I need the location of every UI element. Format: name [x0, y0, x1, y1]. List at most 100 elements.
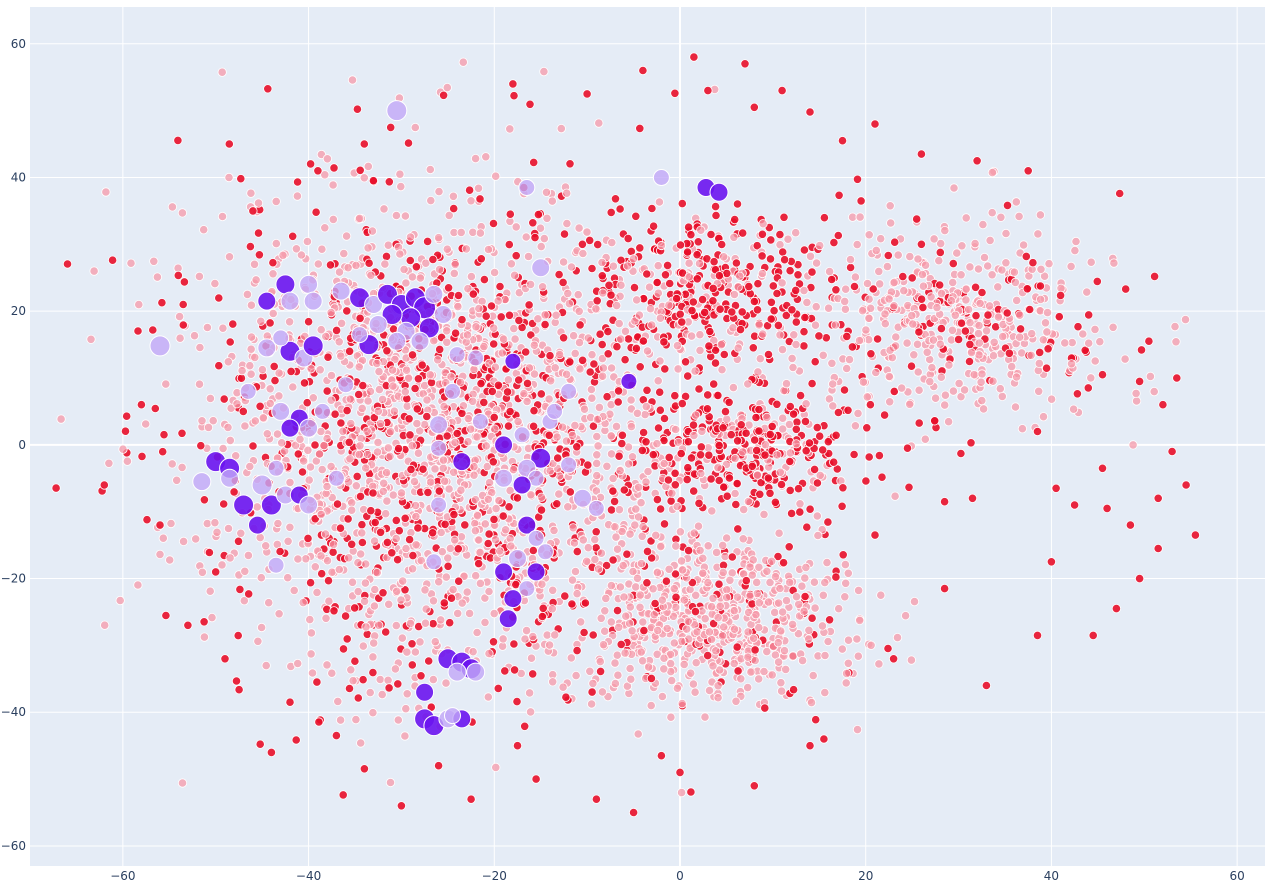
data-point	[1027, 329, 1037, 339]
data-point	[343, 263, 353, 273]
data-point	[500, 525, 511, 535]
data-point	[805, 504, 815, 514]
data-point	[325, 260, 336, 270]
data-point	[503, 375, 513, 385]
data-point	[673, 364, 683, 374]
data-point	[814, 331, 824, 341]
data-point	[299, 378, 310, 388]
data-point	[647, 320, 657, 330]
data-point	[401, 365, 412, 375]
data-point	[1015, 332, 1025, 342]
data-point	[502, 387, 513, 397]
data-point	[874, 450, 885, 461]
data-point	[548, 585, 558, 595]
data-point	[1034, 386, 1044, 396]
data-point	[632, 295, 642, 305]
data-point	[509, 91, 519, 101]
outlier-point	[248, 206, 258, 216]
data-point	[876, 234, 886, 244]
data-point	[256, 573, 266, 583]
data-point	[428, 674, 438, 685]
data-point	[853, 408, 863, 418]
data-point	[855, 212, 865, 222]
data-point	[871, 367, 881, 378]
data-point	[437, 547, 447, 557]
data-point	[726, 430, 736, 440]
data-point	[653, 261, 663, 271]
data-point	[464, 185, 475, 195]
data-point	[738, 447, 748, 457]
data-point	[328, 547, 338, 557]
data-point	[341, 231, 352, 241]
highlight-point	[560, 456, 578, 474]
data-point	[765, 488, 775, 498]
data-point	[807, 613, 817, 623]
data-point	[709, 257, 719, 267]
data-point	[248, 441, 258, 451]
data-point	[606, 431, 616, 441]
data-point	[770, 607, 780, 618]
data-point	[570, 566, 581, 577]
data-point	[659, 664, 669, 674]
data-point	[810, 603, 820, 613]
data-point	[453, 301, 463, 312]
data-point	[702, 404, 713, 414]
data-point	[828, 379, 838, 389]
outlier-point	[856, 196, 866, 206]
data-point	[428, 619, 438, 629]
highlight-point	[452, 452, 472, 472]
data-point	[256, 622, 267, 633]
data-point	[363, 396, 373, 406]
data-point	[886, 218, 896, 228]
grid	[30, 7, 1265, 866]
data-point	[411, 540, 421, 550]
data-point	[368, 667, 378, 678]
outlier-point	[656, 751, 667, 761]
data-point	[799, 327, 809, 337]
data-point	[727, 307, 737, 317]
data-point	[336, 351, 346, 361]
data-point	[344, 683, 355, 694]
data-point	[987, 208, 997, 218]
data-point	[908, 319, 918, 329]
data-point	[415, 637, 425, 647]
data-point	[616, 334, 626, 344]
data-point	[738, 228, 748, 238]
data-point	[765, 254, 776, 264]
data-point	[818, 350, 828, 360]
data-point	[368, 488, 378, 498]
data-point	[688, 297, 698, 307]
data-point	[914, 385, 924, 395]
data-point	[395, 169, 405, 179]
data-point	[655, 405, 665, 415]
outlier-point	[433, 761, 444, 771]
outlier-point	[591, 794, 602, 804]
data-point	[382, 496, 392, 506]
y-tick-label: 20	[11, 304, 26, 318]
data-point	[1009, 267, 1020, 277]
data-point	[1044, 259, 1054, 269]
data-point	[943, 417, 954, 427]
outlier-point	[1158, 400, 1168, 410]
data-point	[449, 204, 459, 214]
data-point	[375, 418, 386, 429]
data-point	[637, 656, 648, 666]
data-point	[556, 124, 566, 134]
outlier-point	[1121, 284, 1131, 294]
data-point	[504, 240, 514, 250]
outlier-point	[1125, 520, 1136, 530]
data-point	[711, 210, 721, 221]
data-point	[433, 355, 443, 365]
data-point	[489, 412, 499, 422]
data-point	[314, 449, 325, 459]
highlight-point	[429, 415, 449, 435]
data-point	[224, 139, 234, 149]
data-point	[914, 327, 924, 337]
data-point	[866, 640, 876, 650]
data-point	[637, 445, 648, 455]
data-point	[524, 363, 535, 373]
data-point	[677, 698, 687, 709]
data-point	[423, 487, 433, 497]
data-point	[463, 437, 473, 447]
data-point	[466, 271, 476, 282]
